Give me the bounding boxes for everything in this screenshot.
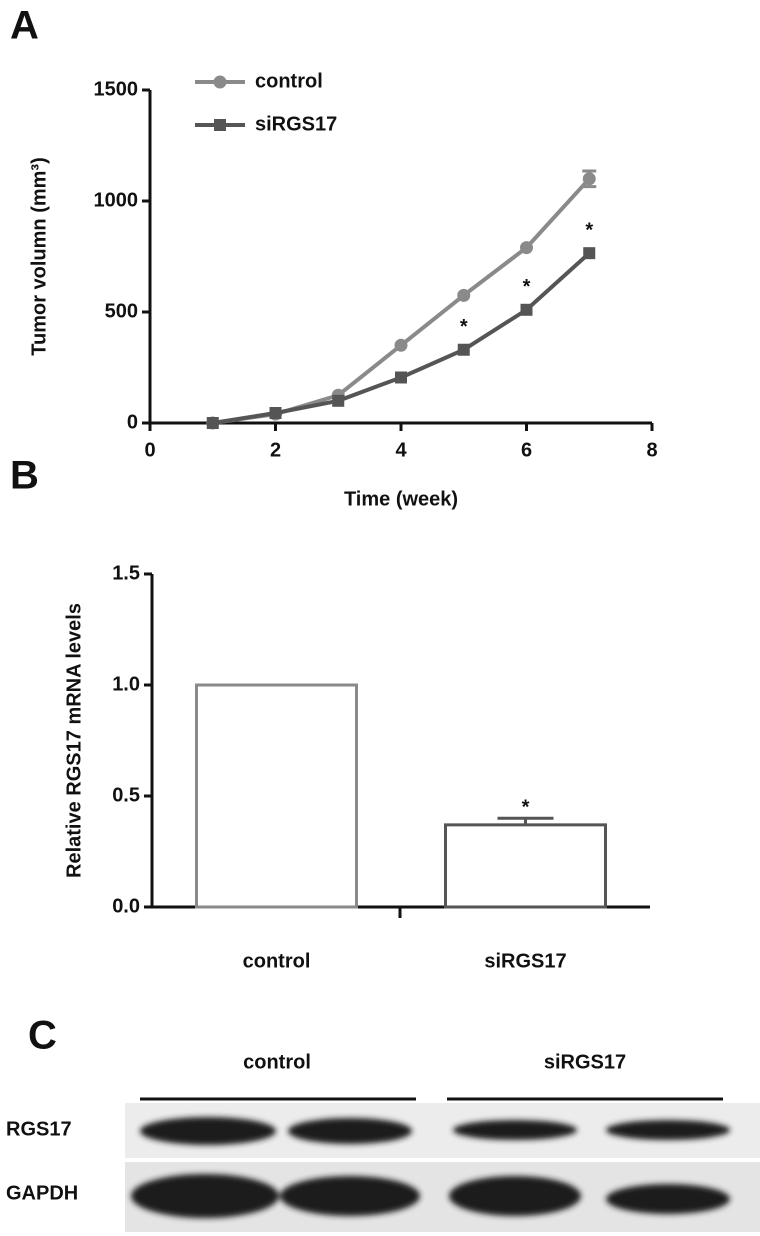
panel-label: C [28, 1014, 57, 1058]
series-line [212, 177, 591, 425]
y-tick-label: 0.0 [112, 895, 140, 917]
blot-image [125, 1103, 760, 1232]
marker [520, 303, 533, 316]
legend-marker [213, 75, 227, 89]
y-tick-label: 1.0 [112, 673, 140, 695]
marker [206, 417, 219, 429]
legend-label: control [255, 70, 323, 92]
significance: * [585, 219, 593, 241]
panel-label: A [10, 4, 39, 48]
marker [457, 343, 470, 356]
marker [457, 288, 471, 302]
series-line [212, 251, 591, 425]
error-bar [497, 816, 554, 825]
marker [269, 407, 282, 420]
y-tick-label: 1000 [94, 189, 139, 211]
x-tick-label: 8 [646, 439, 657, 461]
y-tick-label: 1500 [94, 78, 139, 100]
y-tick-label: 500 [105, 300, 138, 322]
x-tick-label: control [243, 950, 311, 972]
x-tick-label: siRGS17 [484, 950, 566, 972]
y-tick-label: 0.5 [112, 784, 140, 806]
y-axis-label: Tumor volumn (mm³) [28, 157, 50, 356]
row-label: RGS17 [6, 1118, 72, 1140]
legend-label: siRGS17 [255, 113, 337, 135]
marker [582, 172, 596, 186]
bar [444, 823, 607, 909]
x-axis-label: Time (week) [344, 488, 458, 510]
row-label: GAPDH [6, 1182, 78, 1204]
y-tick-label: 1.5 [112, 562, 140, 584]
legend-marker [214, 119, 226, 131]
significance: * [522, 796, 530, 818]
significance: * [460, 316, 468, 338]
x-tick-label: 2 [270, 439, 281, 461]
marker [395, 371, 407, 384]
x-tick-label: 6 [521, 439, 532, 461]
group-label: control [243, 1051, 311, 1073]
bar [195, 683, 358, 909]
panel-label: B [10, 454, 39, 498]
marker [583, 247, 596, 260]
significance: * [523, 276, 531, 298]
x-tick-label: 4 [395, 439, 407, 461]
marker [520, 241, 533, 255]
marker [332, 394, 345, 407]
y-axis-label: Relative RGS17 mRNA levels [63, 603, 85, 878]
group-label: siRGS17 [544, 1051, 626, 1073]
x-tick-label: 0 [144, 439, 155, 461]
marker [394, 338, 408, 352]
y-tick-label: 0 [127, 411, 138, 433]
